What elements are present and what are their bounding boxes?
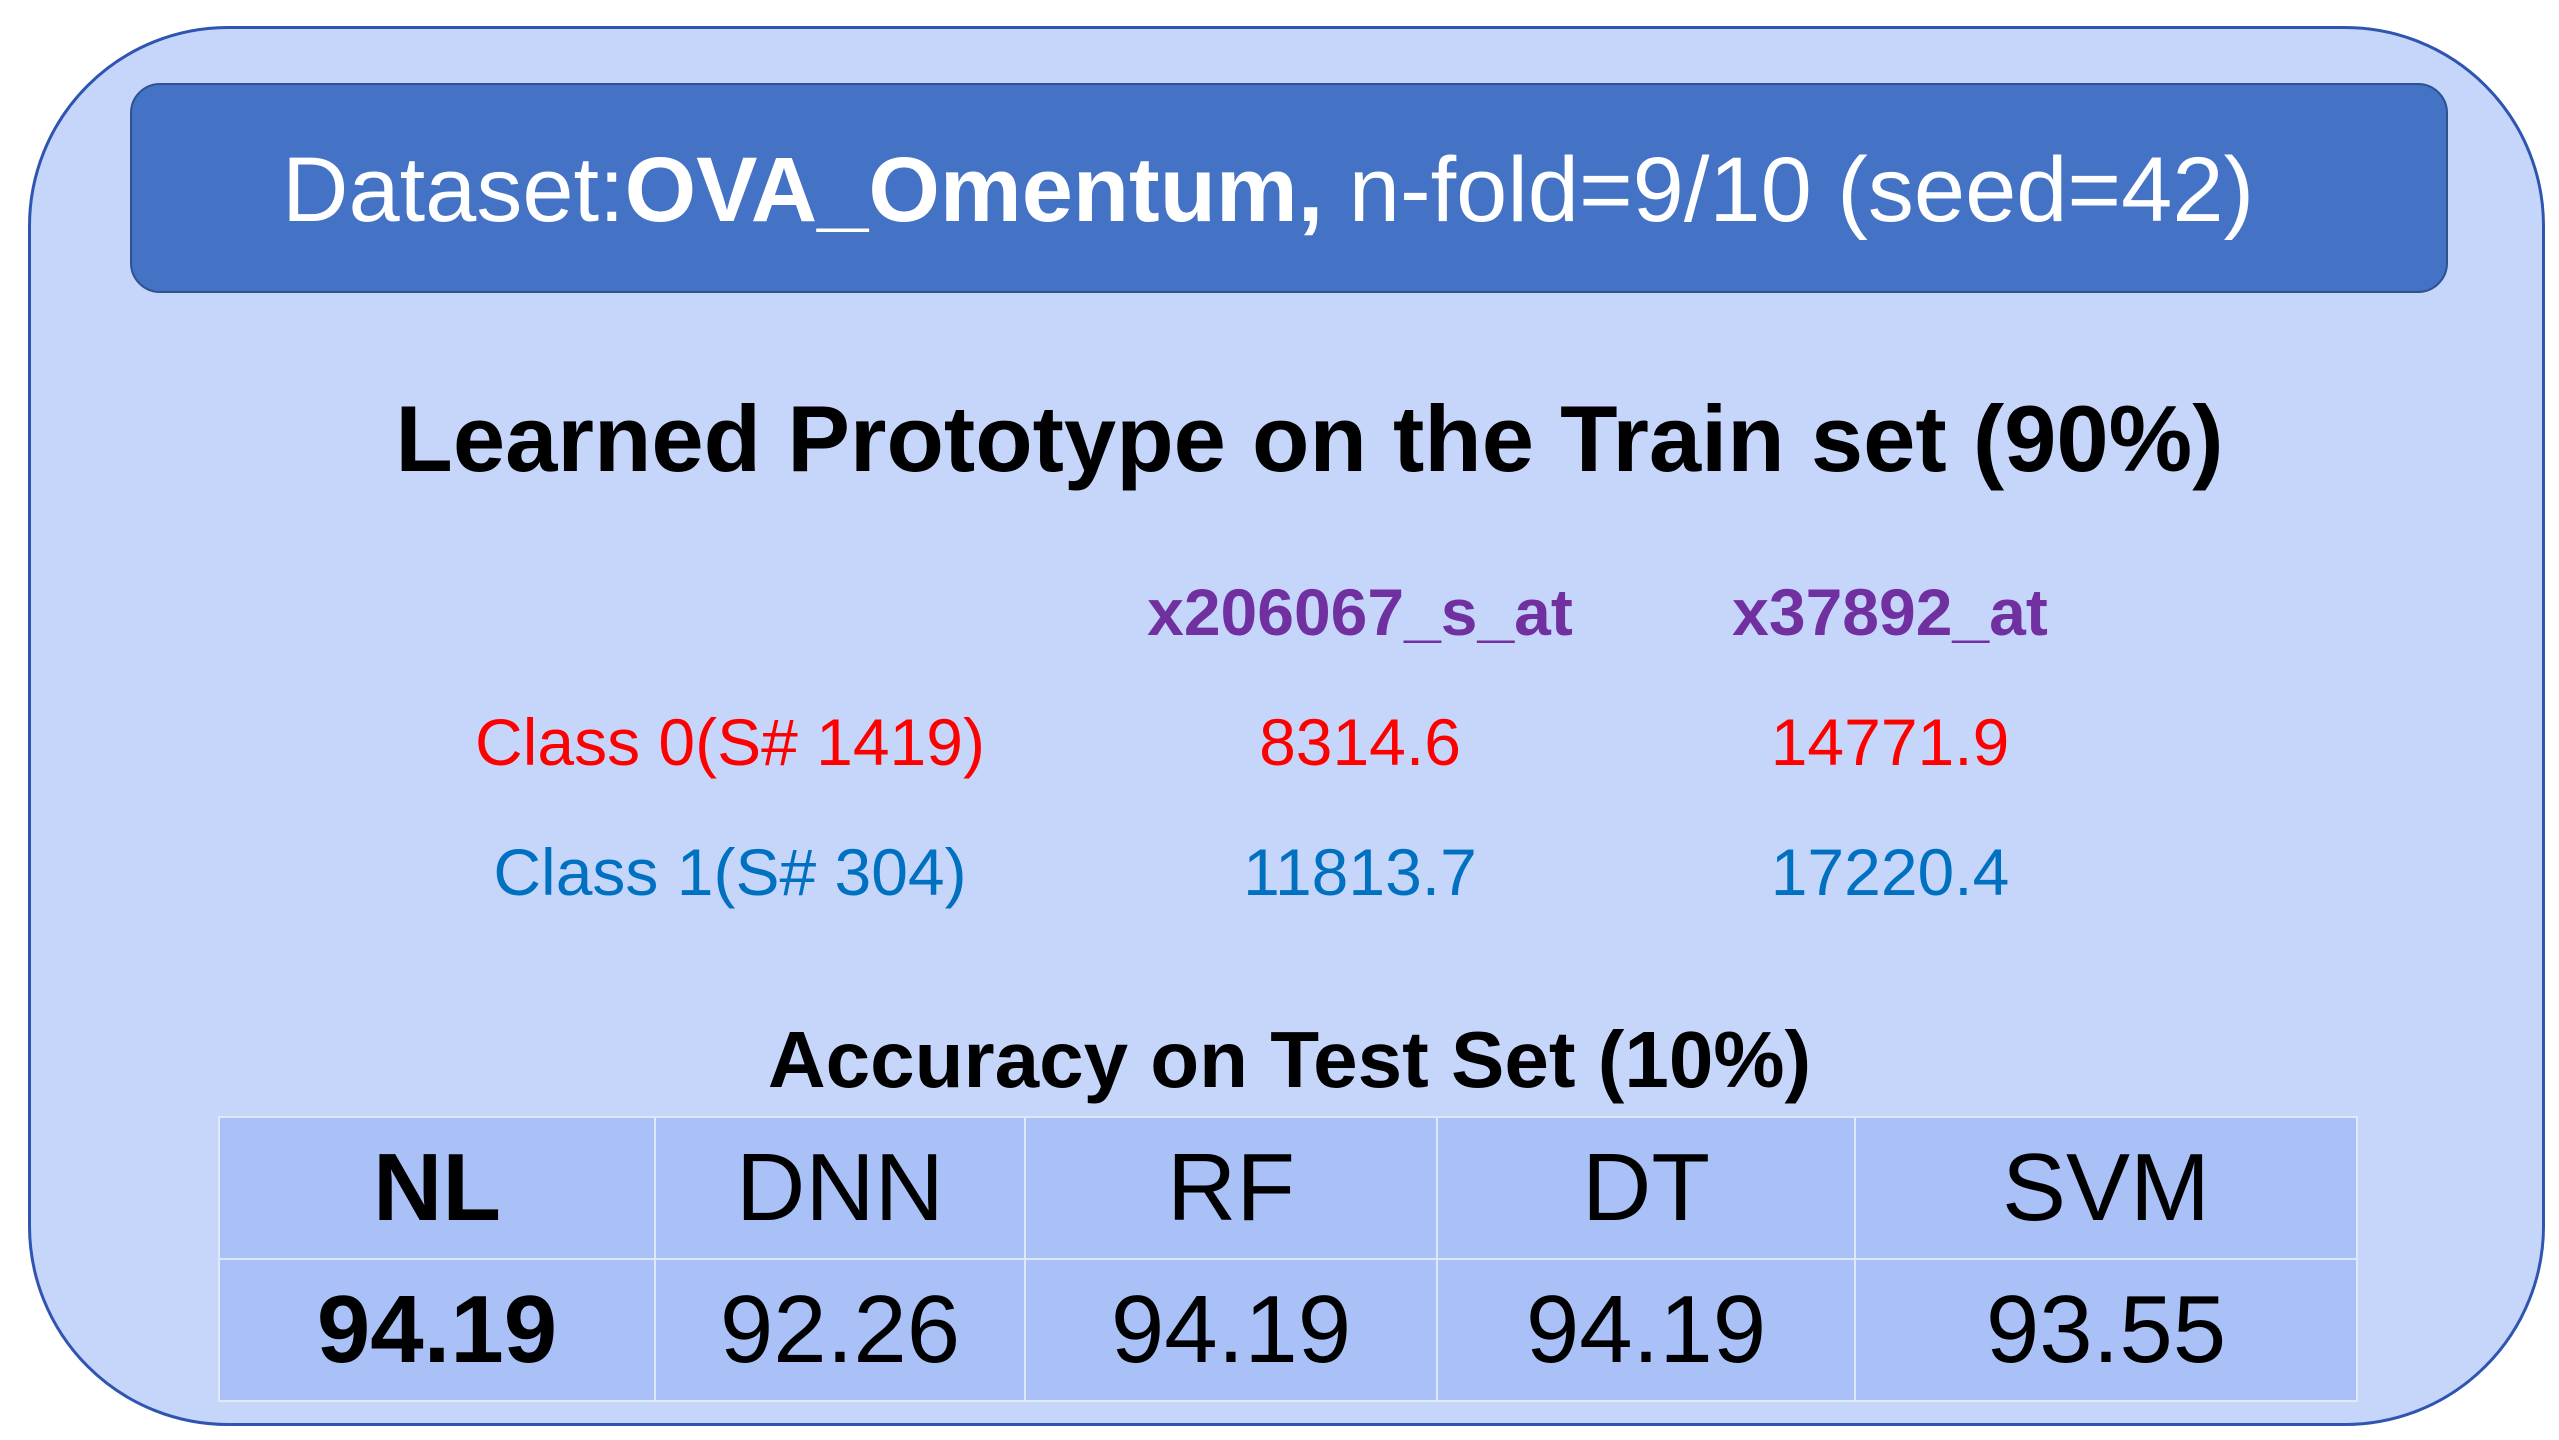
model-header-nl: NL [218,1116,656,1260]
class-1-label: Class 1(S# 304) [493,835,967,909]
accuracy-value-dnn: 92.26 [654,1258,1026,1402]
dataset-name: OVA_Omentum, [624,139,1324,241]
dataset-fold-info: n-fold=9/10 (seed=42) [1323,139,2255,241]
accuracy-value-nl: 94.19 [218,1258,656,1402]
accuracy-title: Accuracy on Test Set (10%) [767,1015,1812,1104]
accuracy-value-rf: 94.19 [1024,1258,1438,1402]
class-1-value-2: 17220.4 [1770,835,2010,909]
accuracy-value-svm: 93.55 [1854,1258,2358,1402]
class-1-value-1: 11813.7 [1243,835,1477,909]
model-header-svm: SVM [1854,1116,2358,1260]
accuracy-header-row: NL DNN RF DT SVM [218,1116,2358,1260]
accuracy-table: NL DNN RF DT SVM 94.19 92.26 94.19 94.19… [218,1116,2358,1402]
class-0-label: Class 0(S# 1419) [475,705,985,779]
accuracy-value-dt: 94.19 [1436,1258,1856,1402]
class-0-value-1: 8314.6 [1259,705,1461,779]
model-header-dnn: DNN [654,1116,1026,1260]
prototype-title: Learned Prototype on the Train set (90%) [395,386,2224,491]
dataset-prefix: Dataset: [282,139,625,241]
feature-header-1: x206067_s_at [1147,575,1573,649]
dataset-banner-text: Dataset:OVA_Omentum, n-fold=9/10 (seed=4… [282,85,2254,295]
class-0-value-2: 14771.9 [1770,705,2010,779]
model-header-dt: DT [1436,1116,1856,1260]
dataset-banner: Dataset:OVA_Omentum, n-fold=9/10 (seed=4… [130,83,2448,293]
feature-header-2: x37892_at [1732,575,2048,649]
accuracy-value-row: 94.19 92.26 94.19 94.19 93.55 [218,1258,2358,1402]
model-header-rf: RF [1024,1116,1438,1260]
